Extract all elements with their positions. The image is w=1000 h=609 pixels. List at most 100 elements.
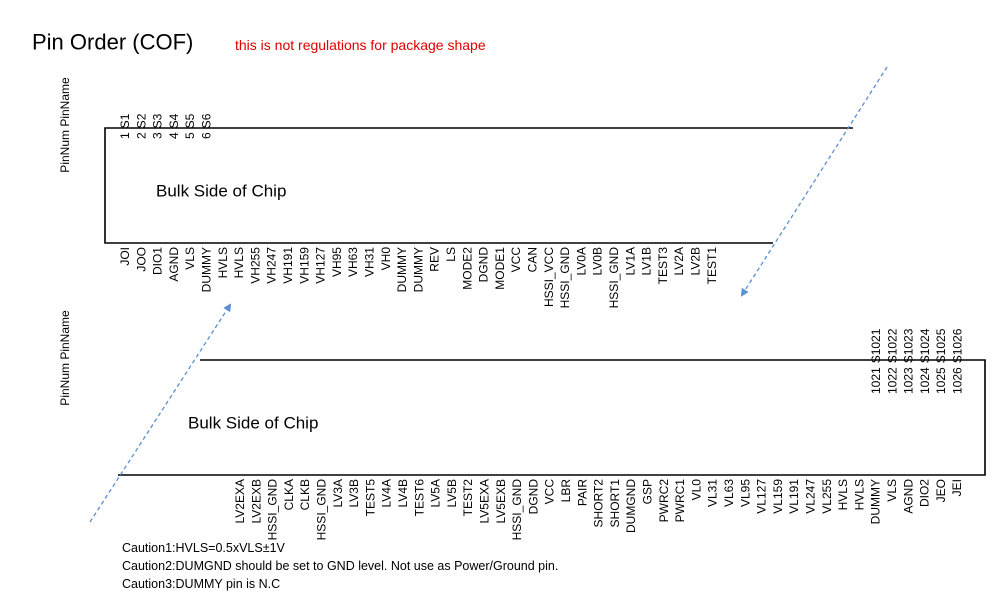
pin-name: DUMMY [411, 247, 425, 292]
axis-label: PinNum PinName [58, 310, 72, 406]
pin-name: S1022 [885, 328, 899, 363]
pin-number: 1024 [918, 367, 932, 394]
caution: Caution2:DUMGND should be set to GND lev… [122, 559, 558, 573]
pin-name: S1026 [951, 328, 965, 363]
pin-label: 1024 S1024 [918, 328, 932, 394]
pin-number: 1025 [934, 367, 948, 394]
pin-name: VH95 [330, 247, 344, 277]
pin-number: 1026 [951, 367, 965, 394]
pin-name: LS [444, 247, 458, 262]
pin-name: CAN [526, 247, 540, 272]
pin-name: LV5A [429, 479, 443, 507]
note: this is not regulations for package shap… [235, 37, 486, 53]
pin-name: S3 [151, 113, 165, 128]
pin-name: VL255 [820, 479, 834, 514]
pin-name: LV1A [623, 247, 637, 275]
pin-name: VL63 [722, 479, 736, 507]
pin-number: 5 [183, 132, 197, 139]
pin-name: HSSI_VCC [542, 247, 556, 307]
pin-name: AGND [167, 247, 181, 282]
pin-name: VL159 [771, 479, 785, 514]
pin-name: MODE2 [460, 247, 474, 290]
pin-label: 3 S3 [151, 113, 165, 139]
pin-name: DUMMY [200, 247, 214, 292]
pin-name: GSP [641, 479, 655, 504]
pin-name: DUMMY [395, 247, 409, 292]
pin-name: LV0B [591, 247, 605, 275]
pin-name: VH191 [281, 247, 295, 284]
pin-number: 1023 [902, 367, 916, 394]
pin-name: SHORT2 [592, 479, 606, 528]
pin-name: LV0A [574, 247, 588, 275]
pin-name: TEST5 [363, 479, 377, 517]
pin-name: VCC [543, 479, 557, 505]
pin-name: VL31 [706, 479, 720, 507]
pin-number: 2 [134, 132, 148, 139]
flow-arrow [740, 66, 888, 297]
pin-name: LV3B [347, 479, 361, 507]
pin-name: HSSI_GND [315, 479, 329, 541]
pin-name: SHORT1 [608, 479, 622, 528]
caution: Caution1:HVLS=0.5xVLS±1V [122, 541, 286, 555]
chip-label: Bulk Side of Chip [156, 182, 286, 201]
pin-name: VL127 [755, 479, 769, 514]
pin-name: LV2A [672, 247, 686, 275]
pin-number: 1022 [885, 367, 899, 394]
pin-name: REV [428, 247, 442, 272]
pin-name: LV2EXA [233, 479, 247, 523]
pin-number: 4 [167, 132, 181, 139]
pin-name: S5 [183, 113, 197, 128]
pin-label: 4 S4 [167, 113, 181, 139]
pin-name: LBR [559, 479, 573, 503]
pin-name: S6 [200, 113, 214, 128]
pin-label: 1022 S1022 [885, 328, 899, 394]
pin-name: HSSI_GND [607, 247, 621, 309]
bottom-chip-outline [118, 359, 986, 476]
flow-arrow [89, 303, 232, 523]
pin-name: VL247 [804, 479, 818, 514]
pin-name: JEI [950, 479, 964, 496]
pin-name: HSSI_GND [266, 479, 280, 541]
pin-name: JEO [934, 479, 948, 502]
pin-name: PWRC2 [657, 479, 671, 523]
pin-name: LV4A [380, 479, 394, 507]
pin-name: DIO2 [918, 479, 932, 507]
pin-name: VCC [509, 247, 523, 273]
pin-name: JOI [118, 247, 132, 266]
pin-number: 6 [200, 132, 214, 139]
pin-name: DUMMY [869, 479, 883, 524]
pin-name: TEST3 [656, 247, 670, 285]
pin-name: VL0 [689, 479, 703, 501]
pin-name: LV3A [331, 479, 345, 507]
pin-name: HSSI_GND [510, 479, 524, 541]
pin-name: VH127 [314, 247, 328, 284]
pin-name: LV1B [640, 247, 654, 275]
pin-number: 3 [151, 132, 165, 139]
pin-name: HVLS [232, 247, 246, 278]
pin-name: VL191 [787, 479, 801, 514]
pin-number: 1 [118, 132, 132, 139]
pin-name: DUMGND [624, 479, 638, 533]
pin-name: S1023 [902, 328, 916, 363]
pin-name: AGND [901, 479, 915, 514]
pin-label: 1025 S1025 [934, 328, 948, 394]
pin-name: LV4B [396, 479, 410, 507]
pin-name: LV5B [445, 479, 459, 507]
pin-name: S2 [134, 113, 148, 128]
pin-name: HVLS [852, 479, 866, 510]
pin-name: MODE1 [493, 247, 507, 290]
pin-name: TEST1 [705, 247, 719, 285]
pin-name: VL95 [738, 479, 752, 507]
pin-name: VLS [183, 247, 197, 270]
pin-label: 2 S2 [134, 113, 148, 139]
caution: Caution3:DUMMY pin is N.C [122, 577, 280, 591]
pin-label: 6 S6 [200, 113, 214, 139]
pin-number: 1021 [869, 367, 883, 394]
pin-name: S1 [118, 113, 132, 128]
pin-name: VH0 [379, 247, 393, 271]
pin-label: 1023 S1023 [902, 328, 916, 394]
pin-label: 1021 S1021 [869, 328, 883, 394]
pin-name: VH247 [265, 247, 279, 284]
pin-name: HSSI_GND [558, 247, 572, 309]
pin-name: HVLS [836, 479, 850, 510]
